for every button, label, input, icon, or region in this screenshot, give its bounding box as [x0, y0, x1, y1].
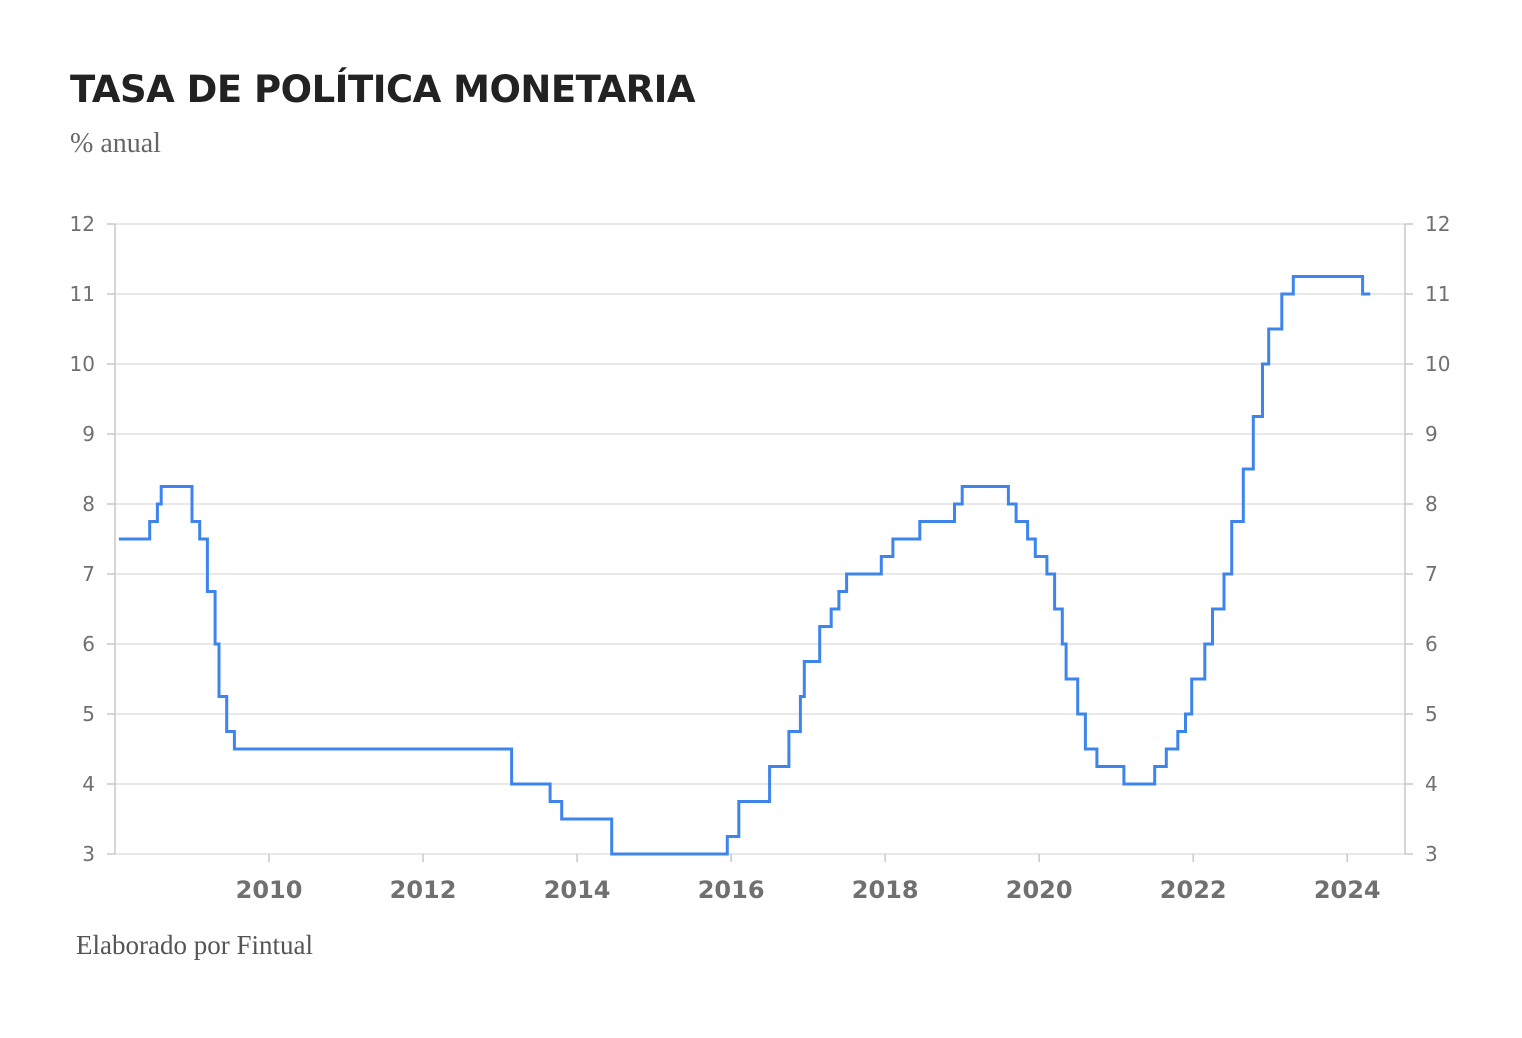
series-line — [118, 275, 1371, 856]
axes — [107, 223, 1413, 862]
y-tick-label-left: 5 — [82, 702, 95, 726]
x-tick-label: 2010 — [236, 876, 303, 904]
y-tick-label-right: 5 — [1425, 702, 1438, 726]
y-tick-label-right: 8 — [1425, 492, 1438, 516]
y-tick-labels: 3 3 4 4 5 5 6 6 7 7 8 8 9 9 10 10 11 11 12 12 — [70, 212, 1451, 866]
y-tick-label-right: 3 — [1425, 842, 1438, 866]
x-tick-label: 2014 — [544, 876, 611, 904]
y-tick-label-right: 9 — [1425, 422, 1438, 446]
y-tick-label-left: 7 — [82, 562, 95, 586]
y-tick-label-right: 11 — [1425, 282, 1450, 306]
series — [118, 275, 1371, 856]
y-tick-label-right: 6 — [1425, 632, 1438, 656]
x-tick-label: 2022 — [1160, 876, 1227, 904]
y-tick-label-left: 4 — [82, 772, 95, 796]
y-tick-label-left: 10 — [70, 352, 95, 376]
x-tick-label: 2018 — [852, 876, 919, 904]
x-tick-label: 2012 — [390, 876, 457, 904]
y-tick-label-left: 11 — [70, 282, 95, 306]
source-note: Elaborado por Fintual — [76, 930, 313, 960]
gridlines — [115, 223, 1405, 855]
x-tick-labels: 2010 2012 2014 2016 2018 2020 2022 2024 — [236, 876, 1381, 904]
y-tick-label-left: 6 — [82, 632, 95, 656]
chart-title: TASA DE POLÍTICA MONETARIA — [70, 68, 696, 111]
y-tick-label-left: 9 — [82, 422, 95, 446]
y-tick-label-right: 12 — [1425, 212, 1450, 236]
y-tick-label-left: 8 — [82, 492, 95, 516]
y-tick-label-left: 3 — [82, 842, 95, 866]
y-tick-label-right: 7 — [1425, 562, 1438, 586]
y-tick-label-right: 10 — [1425, 352, 1450, 376]
y-tick-label-right: 4 — [1425, 772, 1438, 796]
chart-subtitle: % anual — [70, 128, 161, 159]
x-tick-label: 2016 — [698, 876, 765, 904]
x-tick-label: 2024 — [1314, 876, 1381, 904]
y-tick-label-left: 12 — [70, 212, 95, 236]
x-tick-label: 2020 — [1006, 876, 1073, 904]
